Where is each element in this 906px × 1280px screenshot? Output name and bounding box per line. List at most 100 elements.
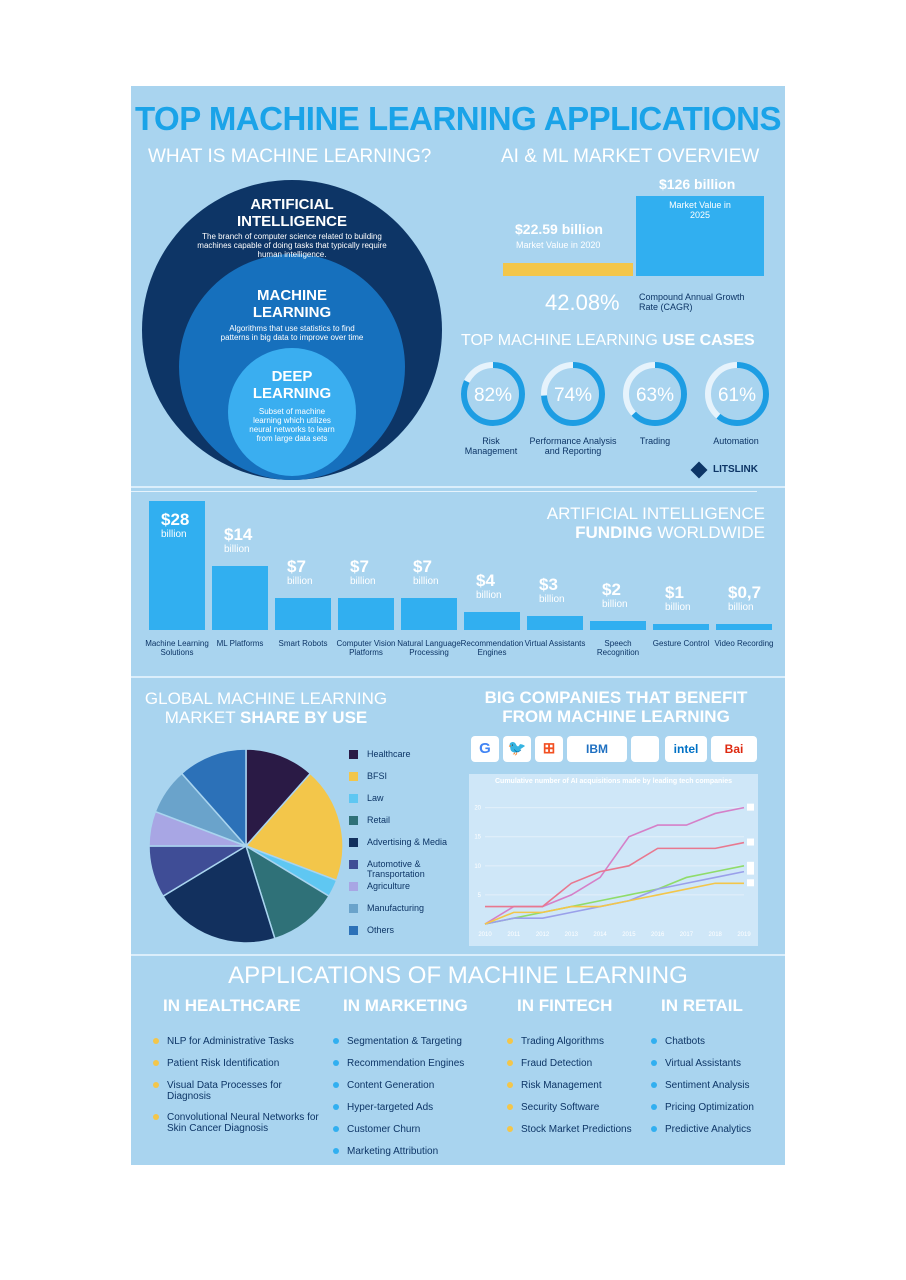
donut-label-1: Risk Management (464, 436, 518, 456)
funding-bar-value: $3 (539, 575, 558, 595)
funding-bar (338, 597, 394, 630)
funding-heading-bold: FUNDING (575, 523, 653, 542)
application-item: Virtual Assistants (665, 1058, 741, 1069)
application-item: Patient Risk Identification (167, 1058, 280, 1069)
funding-category-label: Machine Learning Solutions (145, 639, 209, 657)
what-is-ml-heading: WHAT IS MACHINE LEARNING? (148, 146, 432, 167)
donut-arc-2 (541, 362, 605, 426)
application-item: Marketing Attribution (347, 1146, 439, 1157)
donut-arc-4 (705, 362, 769, 426)
funding-bar-label: $4 billion (476, 570, 502, 601)
line-y-tick: 5 (478, 893, 482, 899)
market-share-heading-line1: GLOBAL MACHINE LEARNING (144, 689, 388, 708)
application-item: Content Generation (347, 1080, 435, 1091)
funding-category-label: Video Recording (714, 639, 774, 648)
section-divider-1 (131, 486, 785, 488)
donut-label-4: Automation (713, 436, 759, 446)
funding-bar (464, 611, 520, 630)
line-y-tick: 10 (474, 864, 481, 870)
bullet-dot (333, 1126, 339, 1132)
application-item: Risk Management (521, 1080, 602, 1091)
funding-bar (590, 620, 646, 630)
legend-label: Law (367, 793, 384, 803)
bullet-dot (333, 1060, 339, 1066)
funding-category-label: Natural Language Processing (397, 639, 461, 657)
funding-bar-label: $28 billion (161, 510, 190, 541)
application-item: Customer Churn (347, 1124, 421, 1135)
cagr-value: 42.08% (545, 290, 620, 315)
ai-description: The branch of computer science related t… (197, 232, 387, 259)
funding-category-label: Recommendation Engines (460, 639, 524, 657)
application-item: Segmentation & Targeting (347, 1036, 462, 1047)
funding-bar (275, 597, 331, 630)
funding-bar-value: $1 (665, 583, 684, 602)
google-logo: G (471, 736, 499, 762)
legend-swatch (349, 750, 358, 759)
ibm-logo: IBM (567, 736, 627, 762)
funding-category-label: Gesture Control (652, 639, 710, 648)
legend-label: Others (367, 925, 395, 935)
cagr-label: Compound Annual Growth Rate (CAGR) (639, 292, 745, 312)
bullet-dot (333, 1038, 339, 1044)
funding-baseline (131, 491, 757, 492)
section-divider-3 (131, 954, 785, 956)
funding-category-label: Speech Recognition (596, 639, 640, 657)
microsoft-logo: ⊞ (535, 736, 563, 762)
application-item: Hyper-targeted Ads (347, 1102, 434, 1113)
market-share-heading: GLOBAL MACHINE LEARNING MARKET SHARE BY … (141, 689, 391, 727)
line-x-tick: 2014 (593, 932, 607, 938)
amazon-marker (747, 879, 754, 887)
funding-bar-value: $7 (287, 556, 306, 576)
application-item: Recommendation Engines (347, 1058, 465, 1069)
bullet-dot (651, 1060, 657, 1066)
line-x-tick: 2012 (536, 932, 550, 938)
funding-bar (401, 597, 457, 630)
funding-bar-unit: billion (350, 575, 376, 587)
pie-slice (244, 772, 344, 882)
applications-heading: APPLICATIONS OF MACHINE LEARNING (228, 962, 688, 989)
dl-circle (228, 348, 356, 476)
ai-title: ARTIFICIAL INTELLIGENCE (236, 196, 347, 230)
dl-description: Subset of machine learning which utilize… (249, 407, 335, 443)
pie-legend: Healthcare BFSI Law Retail Advertising & Med… (349, 746, 469, 946)
application-item: Predictive Analytics (665, 1124, 752, 1135)
application-item: Chatbots (665, 1036, 706, 1047)
line-x-tick: 2019 (737, 932, 751, 938)
line-series (484, 882, 744, 925)
funding-bar-value: $4 (476, 570, 495, 590)
bullet-dot (153, 1114, 159, 1120)
application-item: Security Software (521, 1102, 600, 1113)
bullet-dot (333, 1104, 339, 1110)
bullet-dot (153, 1082, 159, 1088)
application-item: Convolutional Neural Networks for Skin C… (167, 1112, 319, 1134)
pie-slice (244, 844, 331, 940)
funding-bar-label: $7 billion (350, 557, 376, 587)
legend-swatch (349, 816, 358, 825)
funding-bar-unit: billion (287, 575, 313, 587)
funding-bar-label: $14 billion (224, 525, 252, 555)
donut-value-4: 61% (718, 385, 756, 406)
donut-arc-1 (461, 362, 525, 426)
legend-label: Agriculture (367, 881, 411, 891)
application-item: Sentiment Analysis (665, 1080, 750, 1091)
donut-value-3: 63% (636, 385, 674, 406)
bullet-dot (507, 1104, 513, 1110)
funding-bar-label: $7 billion (413, 556, 439, 587)
application-item: Trading Algorithms (521, 1036, 604, 1047)
bar-2025 (636, 196, 764, 276)
application-item: NLP for Administrative Tasks (167, 1036, 294, 1047)
funding-bar-value: $7 (413, 556, 432, 576)
legend-swatch (349, 926, 358, 935)
funding-bar-value: $28 (161, 510, 190, 529)
bullet-dot (507, 1038, 513, 1044)
bullet-dot (153, 1060, 159, 1066)
application-column-title: IN MARKETING (343, 996, 468, 1015)
section-divider-2 (131, 676, 785, 678)
line-x-tick: 2013 (565, 932, 579, 938)
funding-bar-unit: billion (224, 543, 250, 555)
line-x-tick: 2018 (709, 932, 723, 938)
use-cases-heading-bold: USE CASES (662, 332, 755, 349)
ml-title: MACHINE LEARNING (252, 287, 332, 321)
line-y-tick: 20 (474, 806, 481, 812)
funding-bar-unit: billion (476, 589, 502, 601)
